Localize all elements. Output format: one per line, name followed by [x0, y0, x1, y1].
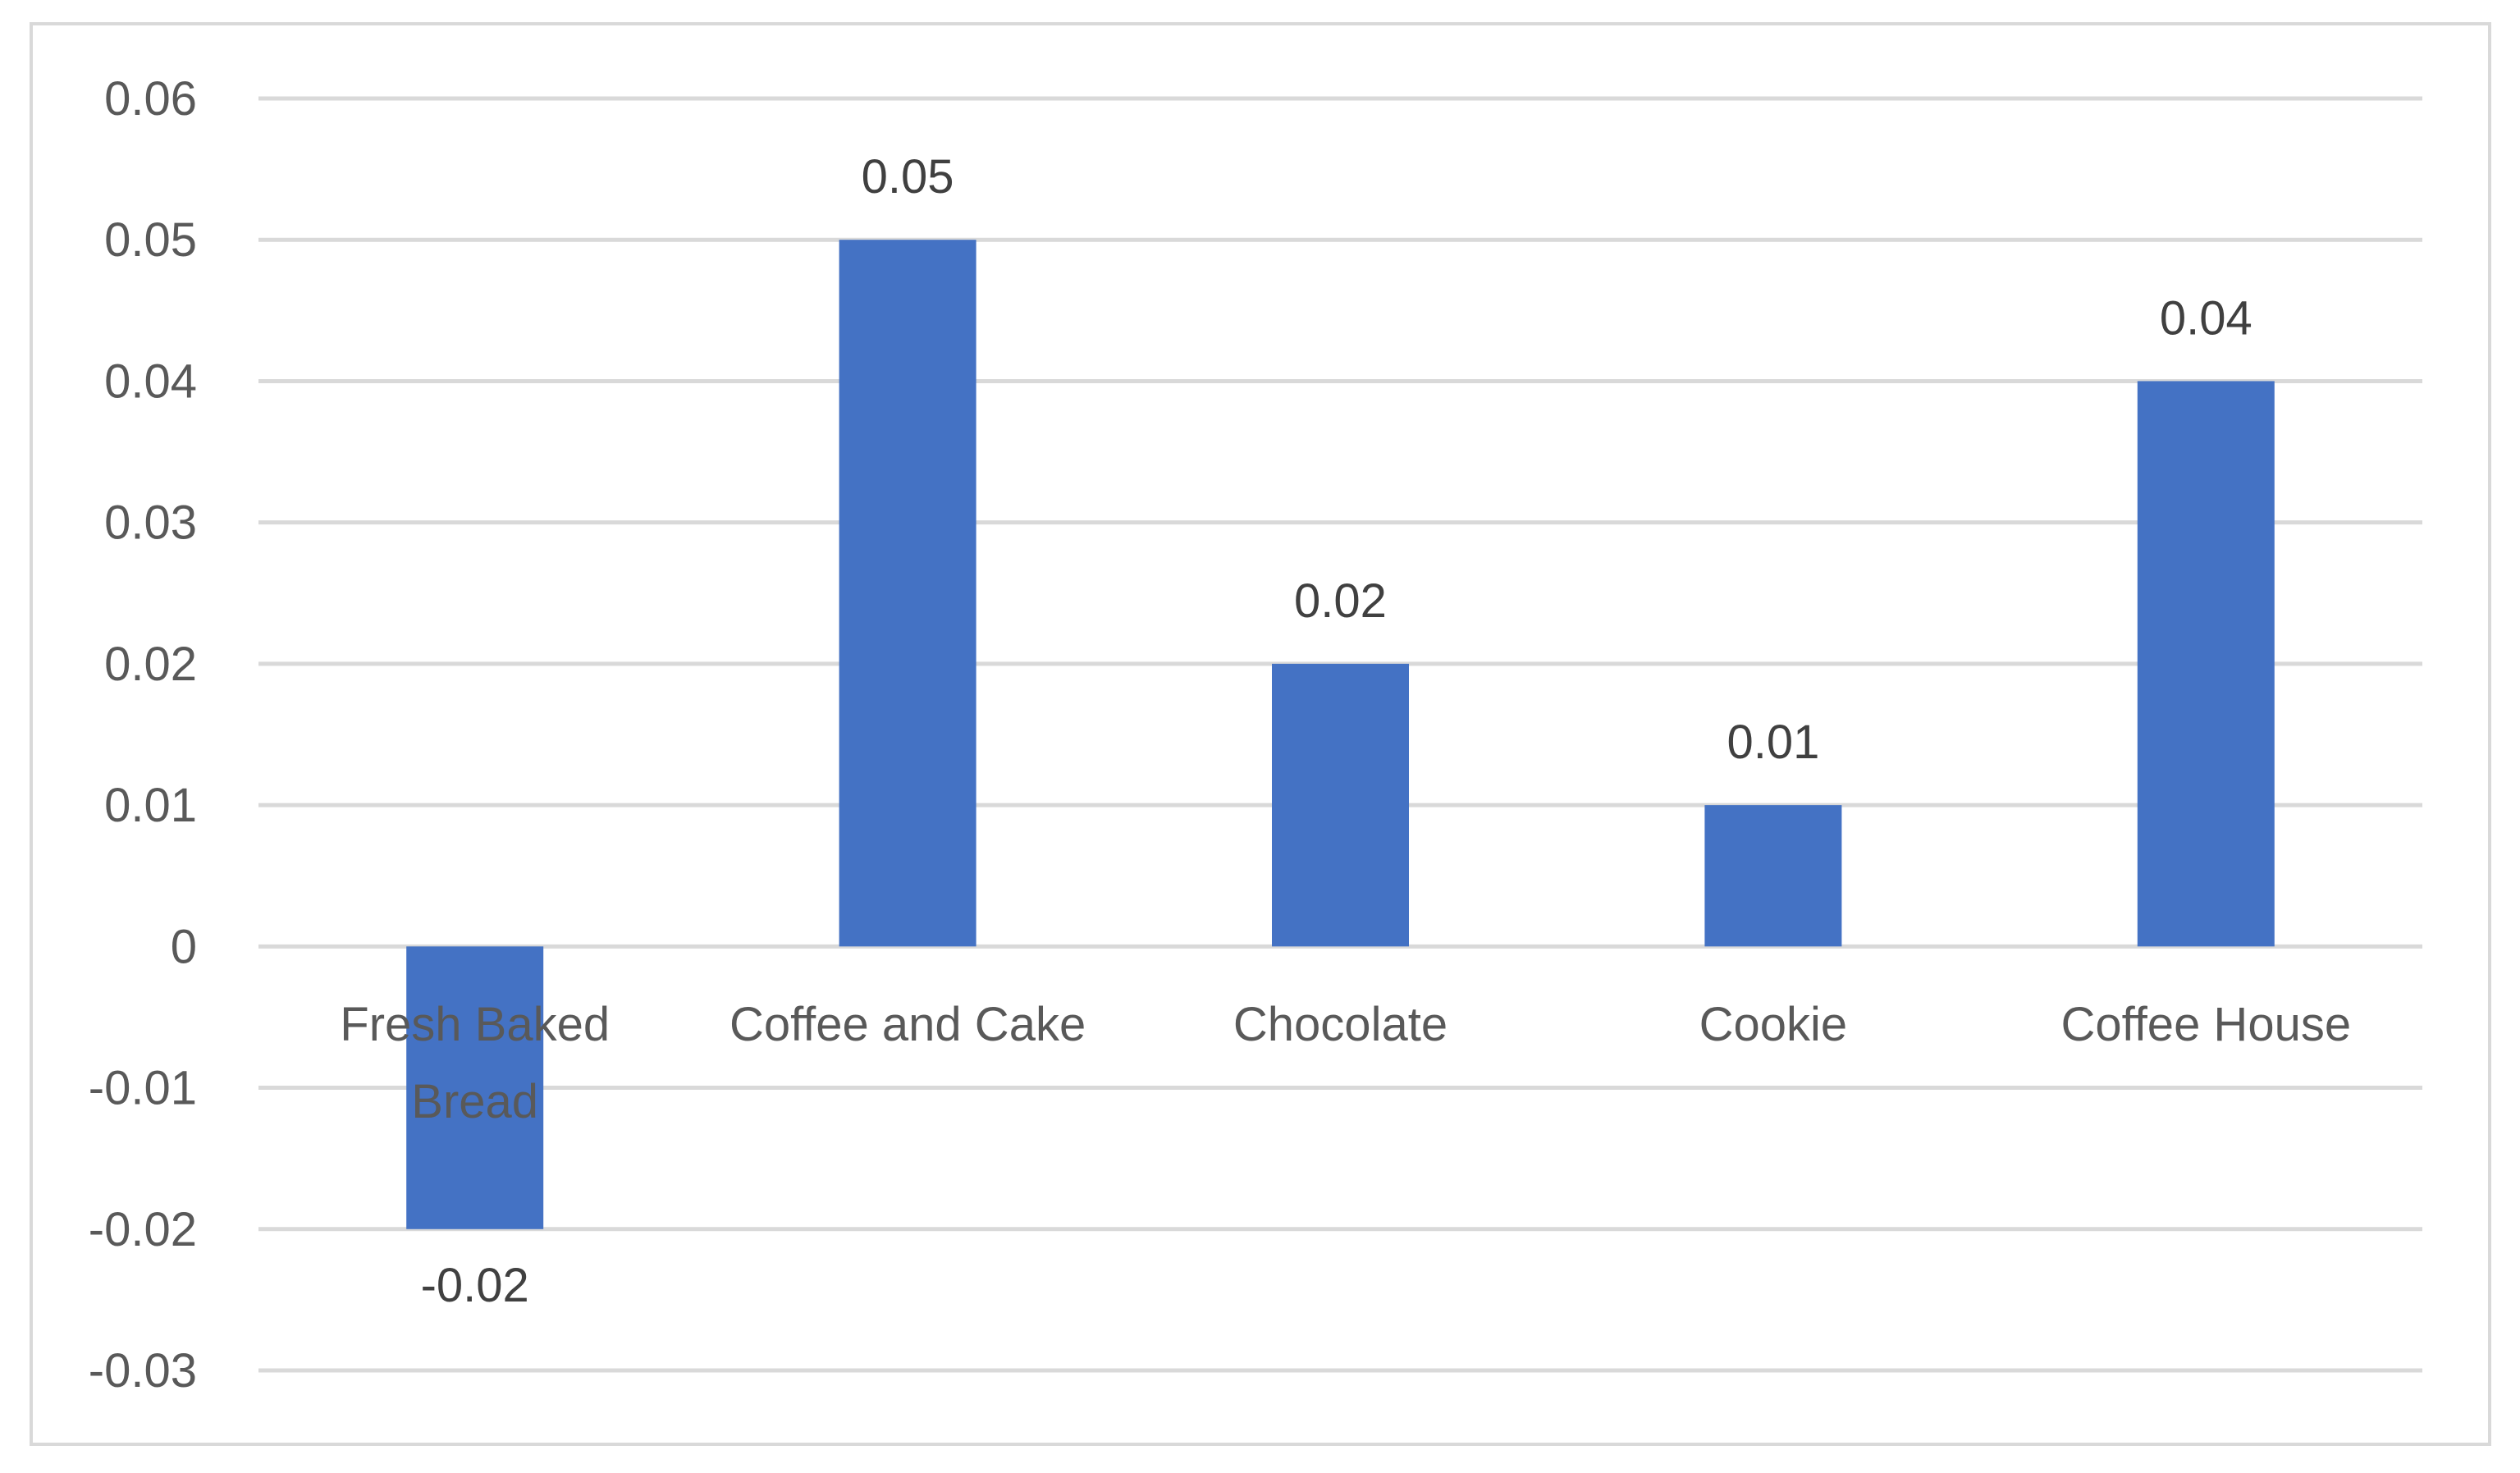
gridlines: [258, 96, 2422, 1373]
x-category-label: Coffee and Cake: [729, 998, 1086, 1051]
data-labels: -0.02 0.05 0.02 0.01 0.04: [421, 150, 2252, 1312]
y-axis-tick-labels: 0.06 0.05 0.04 0.03 0.02 0.01 0 -0.01 -0.02 -0.03: [89, 72, 197, 1398]
bar: [406, 946, 544, 1229]
y-tick-label: 0: [171, 920, 197, 973]
y-tick-label: -0.02: [89, 1203, 197, 1256]
bars: [406, 240, 2275, 1229]
y-tick-label: 0.04: [104, 355, 197, 408]
x-category-label: Chocolate: [1233, 998, 1448, 1051]
y-tick-label: 0.03: [104, 496, 197, 550]
y-tick-label: 0.01: [104, 779, 197, 832]
x-axis-category-labels: Fresh Baked Bread Coffee and Cake Chocolate…: [340, 998, 2351, 1128]
bar: [1704, 805, 1842, 947]
data-label: 0.01: [1726, 716, 1819, 769]
data-label: -0.02: [421, 1259, 529, 1312]
x-category-label: Fresh Baked Bread: [340, 998, 610, 1128]
y-tick-label: 0.02: [104, 638, 197, 691]
data-label: 0.05: [862, 150, 954, 204]
y-tick-label: 0.05: [104, 213, 197, 267]
bar: [839, 240, 976, 947]
y-tick-label: -0.03: [89, 1344, 197, 1398]
y-tick-label: -0.01: [89, 1062, 197, 1115]
data-label: 0.04: [2160, 291, 2252, 345]
y-tick-label: 0.06: [104, 72, 197, 126]
bar: [1272, 663, 1409, 947]
x-category-label: Coffee House: [2060, 998, 2351, 1051]
bar: [2137, 381, 2275, 947]
data-label: 0.02: [1294, 574, 1387, 628]
x-category-label: Cookie: [1699, 998, 1848, 1051]
